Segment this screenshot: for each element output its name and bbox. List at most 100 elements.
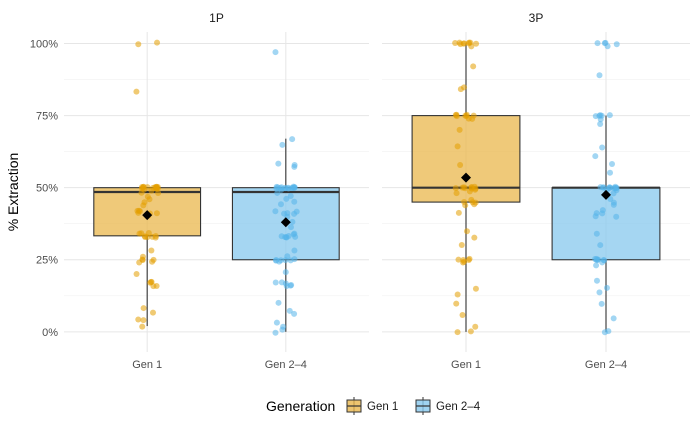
data-point (606, 112, 613, 119)
data-point (138, 189, 145, 196)
data-point (133, 88, 140, 95)
data-point (278, 233, 285, 240)
data-point (610, 190, 617, 197)
data-point (139, 323, 146, 330)
data-point (135, 41, 142, 48)
data-point (136, 259, 143, 266)
data-point (140, 202, 147, 209)
data-point (291, 163, 298, 170)
data-point (453, 190, 460, 197)
data-point (457, 86, 464, 93)
y-tick-label: 0% (42, 327, 58, 339)
data-point (150, 309, 157, 316)
data-point (471, 234, 478, 241)
data-point (148, 187, 155, 194)
data-point (453, 113, 460, 120)
data-point (455, 209, 462, 216)
data-point (597, 120, 604, 127)
data-point (286, 307, 293, 314)
legend-label: Gen 2–4 (436, 401, 481, 413)
data-point (287, 282, 294, 289)
data-point (278, 279, 285, 286)
x-tick-label: Gen 1 (451, 359, 481, 371)
data-point (272, 49, 279, 56)
data-point (282, 257, 289, 264)
data-point (153, 185, 160, 192)
data-point (148, 247, 155, 254)
data-point (465, 115, 472, 122)
data-point (463, 228, 470, 235)
data-point (593, 277, 600, 284)
x-tick-label: Gen 2–4 (265, 359, 307, 371)
data-point (593, 230, 600, 237)
data-point (135, 316, 142, 323)
data-point (272, 279, 279, 286)
panel-strip-label: 1P (209, 11, 224, 25)
data-point (155, 190, 162, 197)
data-point (592, 213, 599, 220)
data-point (453, 300, 460, 307)
data-point (287, 192, 294, 199)
data-point (272, 329, 279, 336)
data-point (289, 136, 296, 143)
data-point (458, 241, 465, 248)
data-point (599, 210, 606, 217)
data-point (462, 202, 469, 209)
data-point (144, 234, 151, 241)
data-point (613, 41, 620, 48)
data-point (287, 257, 294, 264)
data-point (452, 185, 459, 192)
data-point (470, 63, 477, 70)
mean-marker (461, 172, 471, 183)
data-point (597, 116, 604, 123)
data-point (605, 328, 612, 335)
data-point (454, 143, 461, 150)
data-point (291, 198, 298, 205)
data-point (455, 256, 462, 263)
data-point (597, 242, 604, 249)
data-point (459, 311, 466, 318)
data-point (275, 160, 282, 167)
data-point (285, 184, 292, 191)
data-point (593, 255, 600, 262)
data-point (153, 283, 160, 290)
legend-item-gen-1: Gen 1 (346, 397, 398, 415)
mean-marker (142, 210, 153, 221)
legend-item-gen-2-4: Gen 2–4 (415, 397, 481, 415)
data-point (277, 201, 284, 208)
legend-title: Generation (266, 398, 335, 414)
data-point (465, 256, 472, 263)
data-point (152, 234, 159, 241)
data-point (274, 189, 281, 196)
data-point (609, 160, 616, 167)
y-tick-label: 50% (36, 183, 58, 195)
data-point (291, 247, 298, 254)
data-point (598, 300, 605, 307)
data-point (613, 213, 620, 220)
data-point (607, 169, 614, 176)
box-group-gen-1 (411, 39, 521, 336)
data-point (454, 291, 461, 298)
data-point (154, 39, 161, 46)
data-point (140, 305, 147, 312)
data-point (596, 289, 603, 296)
y-axis-title: % Extraction (5, 153, 21, 232)
data-point (292, 233, 299, 240)
data-point (472, 186, 479, 193)
data-point (472, 323, 479, 330)
box-group-gen-1 (93, 39, 202, 330)
data-point (461, 40, 468, 47)
data-point (466, 188, 473, 195)
data-point (599, 144, 606, 151)
data-point (282, 269, 289, 276)
data-point (461, 258, 468, 265)
data-point (291, 210, 298, 217)
panel-1p: 1P Gen 1 Gen 2–4 (64, 11, 369, 371)
data-point (276, 258, 283, 265)
data-point (289, 218, 296, 225)
y-tick-label: 100% (30, 39, 58, 51)
data-point (457, 161, 464, 168)
data-point (283, 195, 290, 202)
data-point (592, 153, 599, 160)
data-point (291, 310, 298, 317)
